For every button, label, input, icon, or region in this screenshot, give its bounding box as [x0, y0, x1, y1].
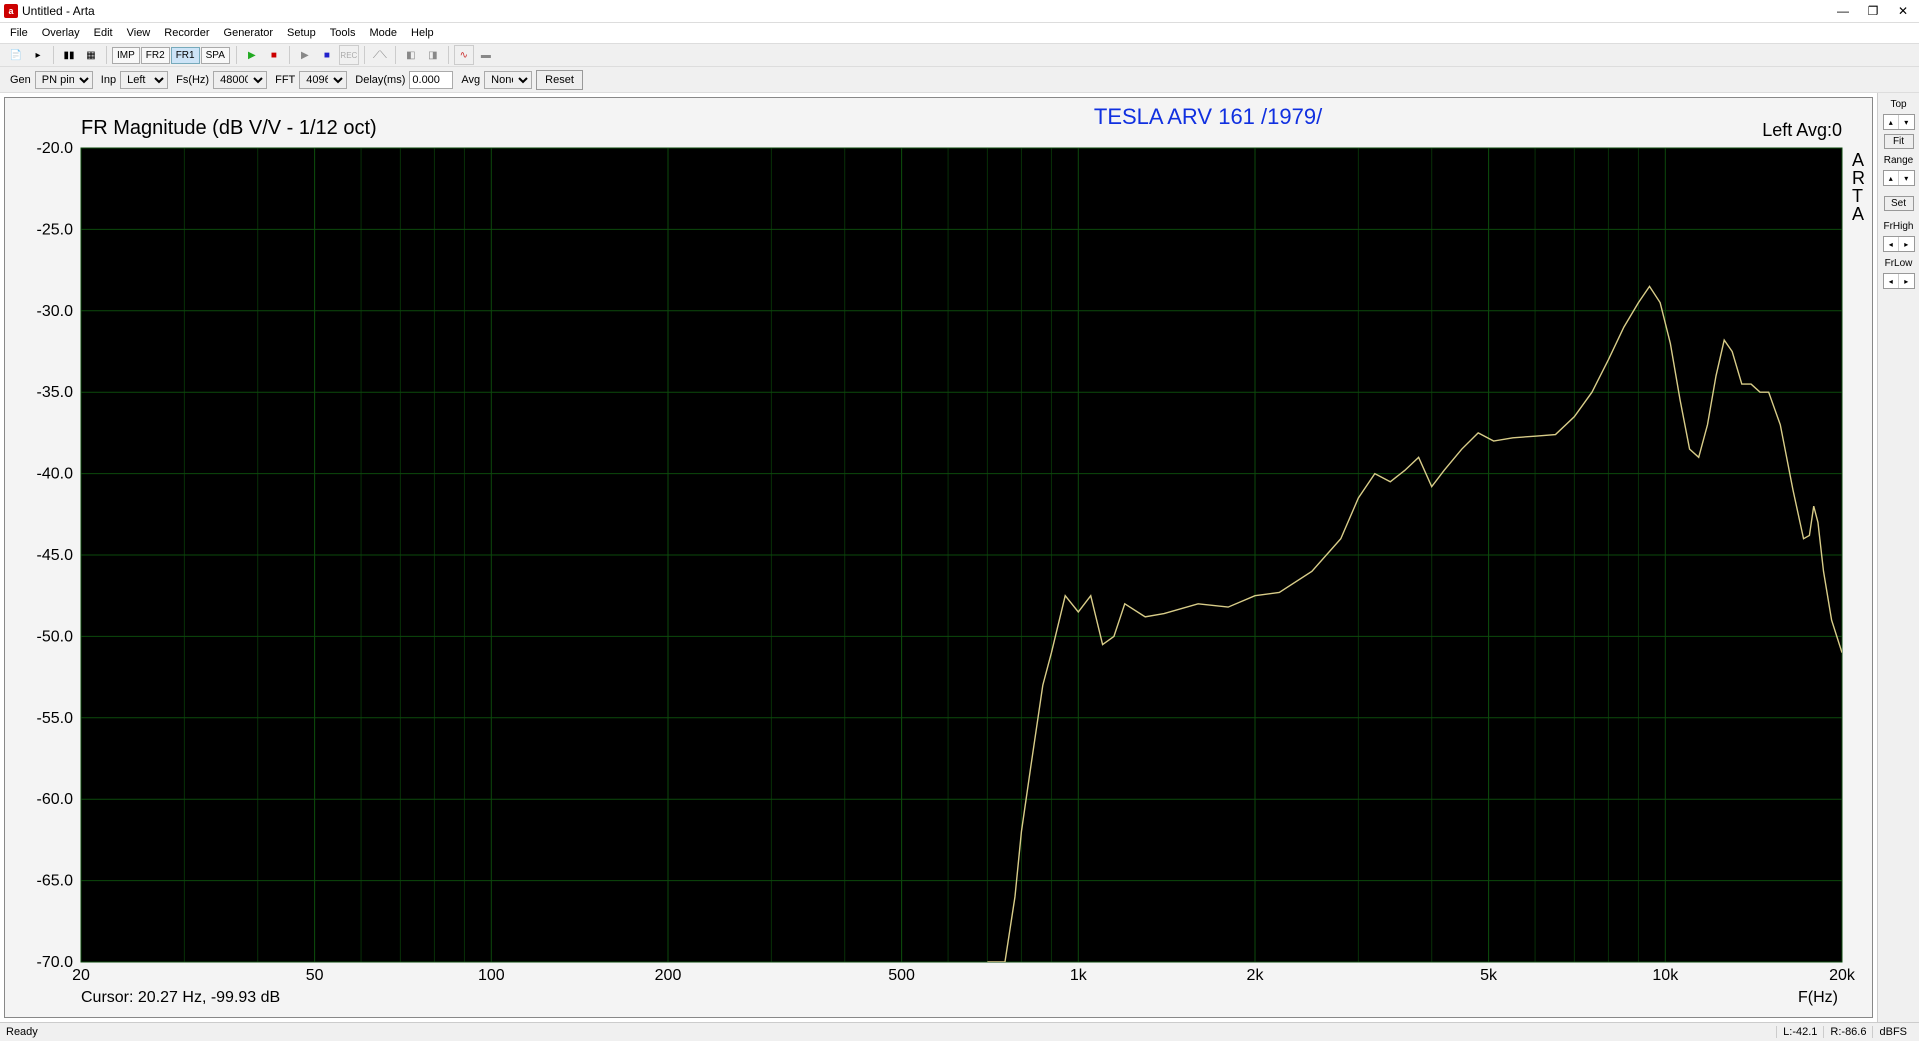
toolbar-main: 📄 ▸ ▮▮ ▦ IMPFR2FR1SPA ▶ ■ ▶ ■ REC ⟋⟍ ◧ ◨… [0, 43, 1919, 67]
svg-text:-45.0: -45.0 [37, 547, 74, 564]
set-button[interactable]: Set [1884, 196, 1914, 211]
status-l: L:-42.1 [1776, 1026, 1823, 1038]
play-icon[interactable]: ▶ [242, 45, 262, 65]
status-unit: dBFS [1872, 1026, 1913, 1038]
svg-text:-25.0: -25.0 [37, 221, 74, 238]
frlow-spinner[interactable]: ◂▸ [1883, 273, 1915, 289]
top-spinner[interactable]: ▴▾ [1883, 114, 1915, 130]
avg-select[interactable]: None [484, 71, 532, 89]
svg-text:T: T [1852, 186, 1863, 206]
menu-mode[interactable]: Mode [363, 25, 403, 41]
minimize-button[interactable]: — [1837, 5, 1849, 17]
svg-text:-50.0: -50.0 [37, 628, 74, 645]
status-r: R:-86.6 [1823, 1026, 1872, 1038]
menubar: FileOverlayEditViewRecorderGeneratorSetu… [0, 23, 1919, 43]
app-icon: a [4, 4, 18, 18]
svg-text:2k: 2k [1247, 967, 1265, 984]
svg-text:TESLA ARV 161 /1979/: TESLA ARV 161 /1979/ [1094, 104, 1323, 129]
fit-button[interactable]: Fit [1884, 134, 1914, 149]
pause-icon[interactable]: ▮▮ [59, 45, 79, 65]
menu-edit[interactable]: Edit [88, 25, 119, 41]
menu-generator[interactable]: Generator [218, 25, 280, 41]
svg-text:Cursor: 20.27 Hz, -99.93 dB: Cursor: 20.27 Hz, -99.93 dB [81, 989, 280, 1006]
menu-setup[interactable]: Setup [281, 25, 322, 41]
svg-text:Left Avg:0: Left Avg:0 [1762, 120, 1842, 140]
svg-text:-65.0: -65.0 [37, 873, 74, 890]
svg-text:FR Magnitude (dB V/V - 1/12 oc: FR Magnitude (dB V/V - 1/12 oct) [81, 117, 377, 139]
menu-overlay[interactable]: Overlay [36, 25, 86, 41]
gen-label: Gen [10, 74, 31, 86]
rec-label-icon[interactable]: REC [339, 45, 359, 65]
menu-help[interactable]: Help [405, 25, 440, 41]
top-label: Top [1890, 99, 1906, 110]
record-icon[interactable]: ■ [264, 45, 284, 65]
svg-text:20: 20 [72, 967, 90, 984]
fs-select[interactable]: 48000 [213, 71, 267, 89]
tool-a-icon[interactable]: ⟋⟍ [370, 45, 390, 65]
range-spinner[interactable]: ▴▾ [1883, 170, 1915, 186]
delay-input[interactable] [409, 71, 453, 89]
svg-text:R: R [1852, 168, 1865, 188]
tab-imp[interactable]: IMP [112, 47, 140, 64]
chart-area: 20 50 100 200 500 1k 2k 5k 10k 20k -70.0 -65.0 -60.0… [0, 93, 1877, 1022]
fr-chart[interactable]: 20 50 100 200 500 1k 2k 5k 10k 20k -70.0 -65.0 -60.0… [5, 98, 1872, 1017]
frhigh-spinner[interactable]: ◂▸ [1883, 236, 1915, 252]
svg-text:50: 50 [306, 967, 324, 984]
frlow-label: FrLow [1885, 258, 1913, 269]
play2-icon[interactable]: ▶ [295, 45, 315, 65]
tool-b-icon[interactable]: ◧ [401, 45, 421, 65]
svg-text:20k: 20k [1829, 967, 1856, 984]
svg-text:-35.0: -35.0 [37, 384, 74, 401]
svg-text:200: 200 [655, 967, 682, 984]
maximize-button[interactable]: ❐ [1867, 5, 1879, 17]
gen-select[interactable]: PN pink [35, 71, 93, 89]
svg-text:10k: 10k [1652, 967, 1679, 984]
svg-text:A: A [1852, 150, 1864, 170]
range-label: Range [1884, 155, 1913, 166]
side-panel: Top ▴▾ Fit Range ▴▾ Set FrHigh ◂▸ FrLow … [1877, 93, 1919, 1022]
inp-label: Inp [101, 74, 116, 86]
svg-text:100: 100 [478, 967, 505, 984]
svg-text:F(Hz): F(Hz) [1798, 989, 1838, 1006]
menu-recorder[interactable]: Recorder [158, 25, 215, 41]
toolbar-params: Gen PN pink Inp Left Fs(Hz) 48000 FFT 40… [0, 67, 1919, 93]
svg-text:1k: 1k [1070, 967, 1088, 984]
close-button[interactable]: ✕ [1897, 5, 1909, 17]
inp-select[interactable]: Left [120, 71, 168, 89]
grid-icon[interactable]: ▦ [81, 45, 101, 65]
status-bar: Ready L:-42.1 R:-86.6 dBFS [0, 1022, 1919, 1041]
new-icon[interactable]: 📄 [6, 45, 26, 65]
tool-d-icon[interactable]: ∿ [454, 45, 474, 65]
svg-text:-60.0: -60.0 [37, 791, 74, 808]
tool-e-icon[interactable]: ▬ [476, 45, 496, 65]
svg-text:A: A [1852, 204, 1864, 224]
status-ready: Ready [6, 1026, 38, 1038]
menu-file[interactable]: File [4, 25, 34, 41]
fs-label: Fs(Hz) [176, 74, 209, 86]
svg-text:5k: 5k [1480, 967, 1498, 984]
tool-c-icon[interactable]: ◨ [423, 45, 443, 65]
delay-label: Delay(ms) [355, 74, 405, 86]
svg-text:-30.0: -30.0 [37, 303, 74, 320]
tab-fr2[interactable]: FR2 [141, 47, 170, 64]
fft-select[interactable]: 4096 [299, 71, 347, 89]
cursor-icon[interactable]: ▸ [28, 45, 48, 65]
svg-text:-70.0: -70.0 [37, 954, 74, 971]
menu-view[interactable]: View [121, 25, 157, 41]
window-title: Untitled - Arta [22, 4, 1837, 18]
fft-label: FFT [275, 74, 295, 86]
avg-label: Avg [461, 74, 480, 86]
svg-text:-40.0: -40.0 [37, 466, 74, 483]
menu-tools[interactable]: Tools [324, 25, 362, 41]
frhigh-label: FrHigh [1883, 221, 1913, 232]
svg-text:-20.0: -20.0 [37, 140, 74, 157]
svg-text:-55.0: -55.0 [37, 710, 74, 727]
reset-button[interactable]: Reset [536, 70, 583, 90]
svg-text:500: 500 [888, 967, 915, 984]
tab-fr1[interactable]: FR1 [171, 47, 200, 64]
tab-spa[interactable]: SPA [201, 47, 230, 64]
stop2-icon[interactable]: ■ [317, 45, 337, 65]
